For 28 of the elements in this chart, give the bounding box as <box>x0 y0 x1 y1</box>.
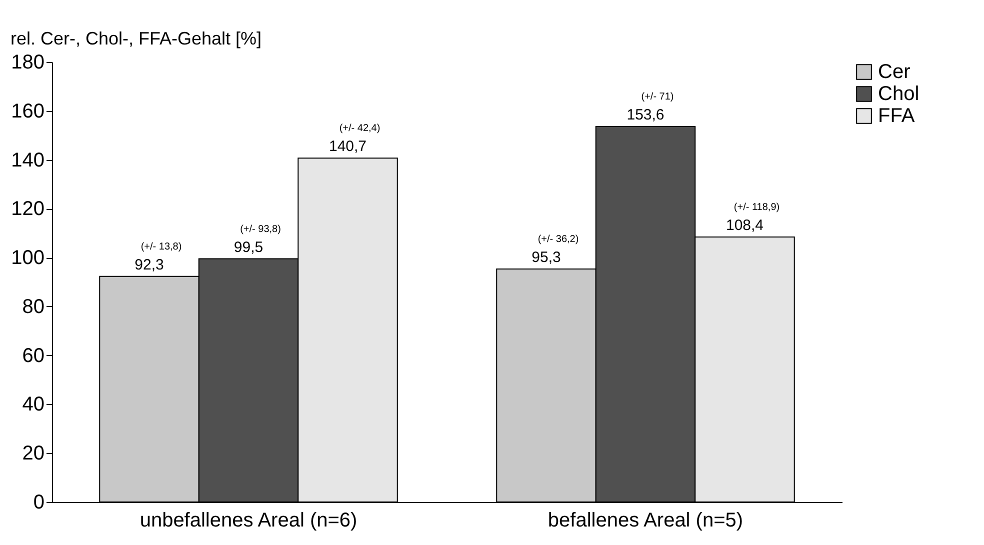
annotation: (+/- 93,8) <box>240 224 281 235</box>
annotation: (+/- 71) <box>641 92 674 103</box>
legend-label: FFA <box>878 105 916 127</box>
y-tick-label: 40 <box>22 394 44 416</box>
data-label: 99,5 <box>234 238 264 256</box>
y-tick-label: 20 <box>22 442 44 465</box>
y-tick-label: 180 <box>11 52 44 74</box>
y-tick-label: 0 <box>33 492 44 514</box>
annotation: (+/- 13,8) <box>140 241 182 252</box>
x-tick-label: befallenes Areal (n=5) <box>548 510 744 532</box>
data-label: 95,3 <box>532 249 561 266</box>
annotation: (+/- 36,2) <box>538 234 579 246</box>
y-tick-label: 80 <box>22 296 44 318</box>
data-label: 153,6 <box>626 106 664 124</box>
y-tick-label: 140 <box>11 149 44 172</box>
legend-label: Cer <box>878 61 911 83</box>
x-tick-label: unbefallenes Areal (n=6) <box>140 510 358 532</box>
annotation: (+/- 42,4) <box>339 123 380 134</box>
data-label: 92,3 <box>134 256 164 274</box>
data-label: 140,7 <box>328 138 367 156</box>
y-tick-label: 60 <box>22 344 44 367</box>
y-axis-title: rel. Cer-, Chol-, FFA-Gehalt [%] <box>10 28 262 48</box>
annotation: (+/- 118,9) <box>734 202 780 214</box>
y-tick-label: 100 <box>11 247 44 270</box>
y-tick-label: 120 <box>11 198 44 220</box>
data-label: 108,4 <box>726 217 764 234</box>
y-tick-label: 160 <box>11 100 44 122</box>
legend-label: Chol <box>878 83 920 105</box>
